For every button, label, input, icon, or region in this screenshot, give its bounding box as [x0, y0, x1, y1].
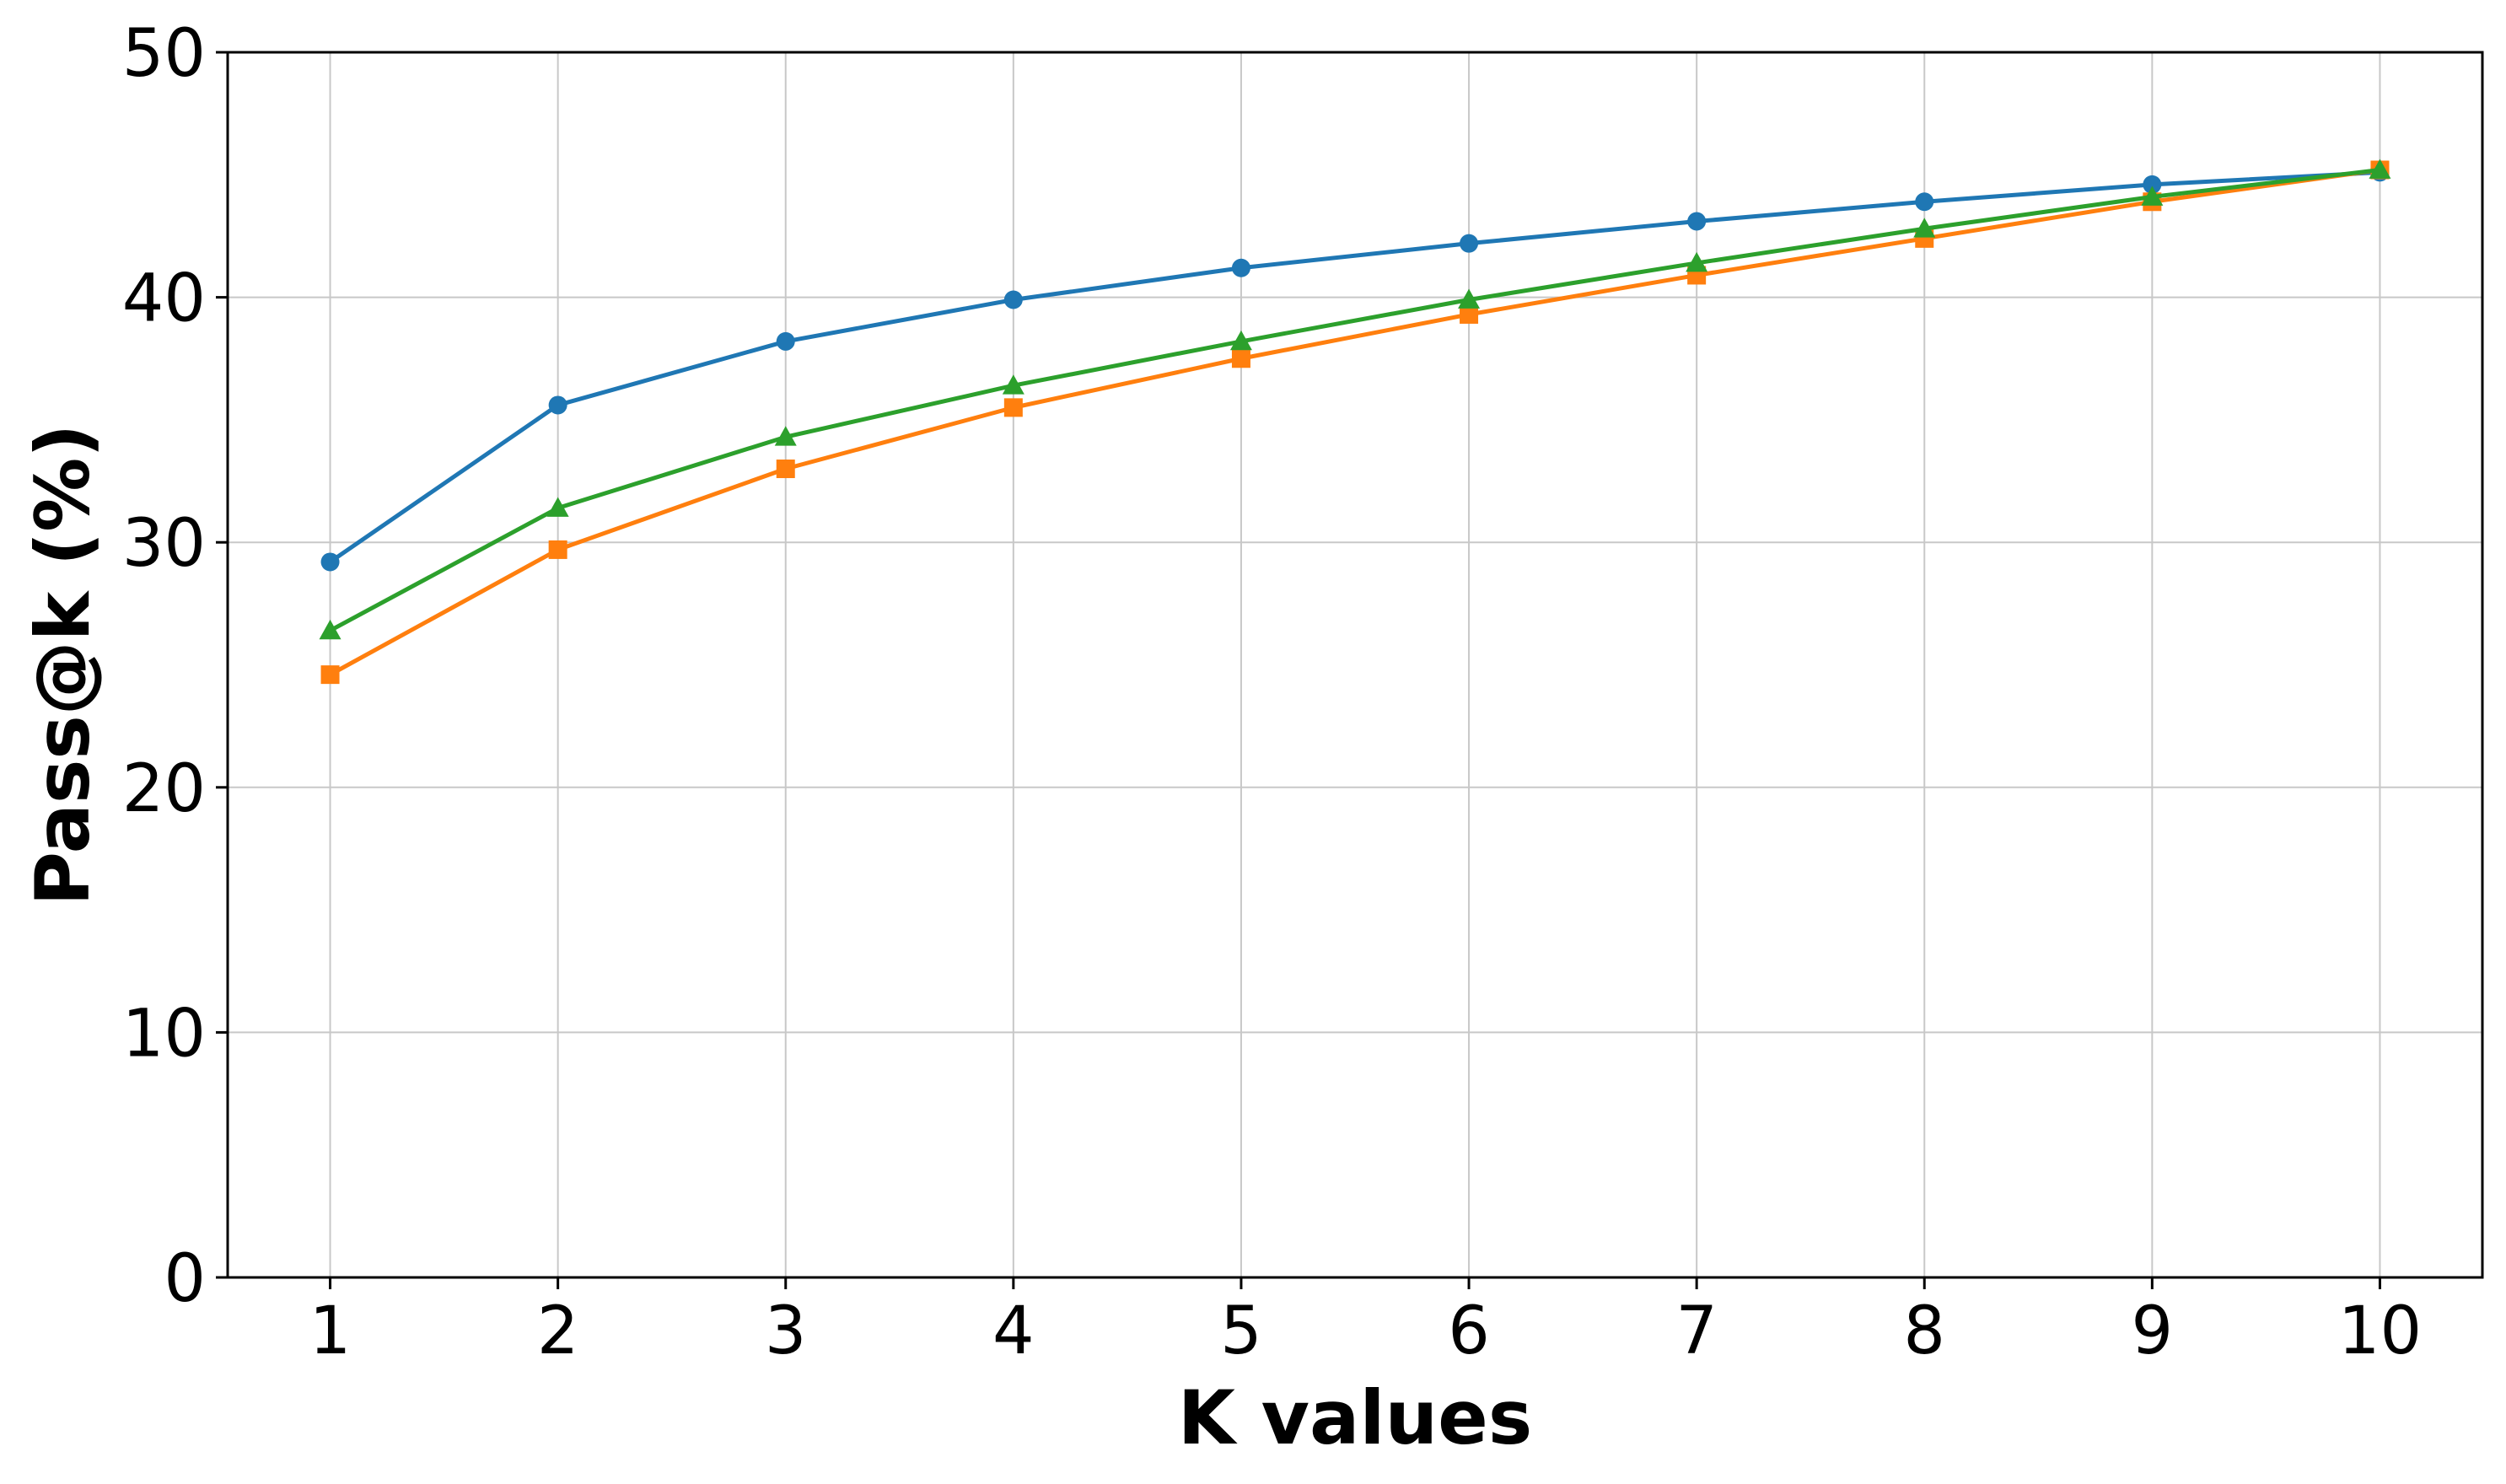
data-point	[1915, 192, 1934, 212]
data-point	[1458, 288, 1481, 309]
x-tick-label: 8	[1903, 1293, 1945, 1369]
series-triangle	[319, 159, 2391, 640]
y-tick-label: 20	[122, 751, 206, 827]
data-point	[1231, 258, 1250, 277]
data-point	[1003, 290, 1023, 309]
axes-layer: 1 2 3 4 5 6 7 8 9 10 0 10 20 30 40 50	[122, 16, 2484, 1369]
y-tick-label: 0	[164, 1241, 206, 1317]
x-tick-label: 5	[1220, 1293, 1262, 1369]
grid-layer	[228, 51, 2482, 1278]
data-point	[1913, 218, 1936, 238]
data-point	[1460, 304, 1479, 324]
y-tick-label: 10	[122, 996, 206, 1072]
y-tick-label: 40	[122, 261, 206, 337]
series-line-triangle	[329, 168, 2380, 633]
x-tick-label: 3	[765, 1293, 807, 1369]
x-tick-label: 4	[992, 1293, 1035, 1369]
series-line-square	[329, 168, 2380, 677]
x-tick-label: 9	[2132, 1293, 2174, 1369]
data-point	[2141, 186, 2164, 206]
data-point	[1460, 234, 1479, 253]
data-point	[1229, 330, 1252, 351]
x-tick-label: 6	[1448, 1293, 1490, 1369]
data-point	[774, 426, 797, 446]
y-tick-label: 50	[122, 16, 206, 92]
series-circle	[320, 163, 2390, 572]
data-point	[320, 665, 340, 685]
x-tick-label: 2	[537, 1293, 579, 1369]
y-axis-title: Pass@k (%)	[19, 423, 106, 906]
data-point	[320, 552, 340, 572]
data-point	[1002, 374, 1024, 395]
data-point	[2369, 159, 2391, 179]
data-point	[2143, 175, 2162, 194]
x-axis-title: K values	[1178, 1374, 1532, 1461]
plot-frame	[226, 51, 2484, 1279]
series-square	[320, 160, 2390, 685]
y-tick-label: 30	[122, 506, 206, 582]
data-point	[546, 497, 569, 517]
data-point	[548, 540, 567, 559]
data-point	[1687, 212, 1707, 231]
data-point	[776, 331, 795, 351]
x-tick-label: 7	[1675, 1293, 1718, 1369]
data-point	[1686, 251, 1708, 272]
x-tick-label: 10	[2338, 1293, 2422, 1369]
data-point	[548, 395, 567, 415]
series-line-circle	[329, 169, 2380, 564]
data-point	[1231, 349, 1250, 368]
x-tick-label: 1	[309, 1293, 352, 1369]
series-layer	[319, 159, 2391, 685]
data-point	[1003, 398, 1023, 417]
data-point	[319, 619, 341, 640]
data-point	[776, 460, 795, 479]
